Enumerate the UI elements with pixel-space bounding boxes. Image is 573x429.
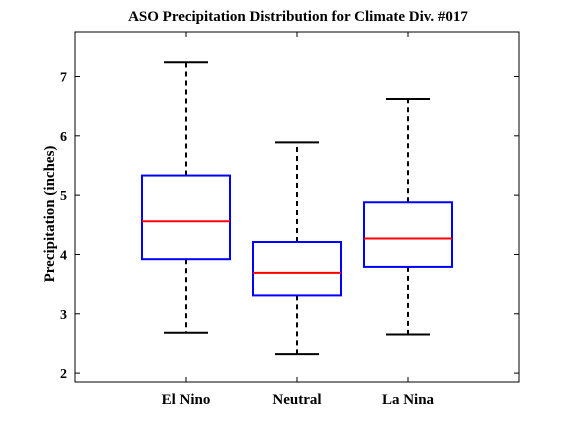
y-tick-label: 6 [60,130,67,145]
x-category-label: El Nino [162,392,211,408]
chart-title: ASO Precipitation Distribution for Clima… [128,9,468,25]
iqr-box [252,241,342,297]
x-category-label: Neutral [272,392,321,408]
y-tick-label: 3 [60,308,67,323]
plot-area: 2 3 4 5 6 7 El Nino Neutral La Nina [60,32,519,408]
y-tick-label: 4 [60,248,67,263]
x-category-label: La Nina [382,392,435,408]
y-tick-label: 7 [60,70,67,85]
y-axis-label: Precipitation (inches) [42,146,58,283]
iqr-box [363,201,453,268]
y-tick-label: 2 [60,367,67,382]
iqr-box [141,174,231,261]
y-tick-label: 5 [60,189,67,204]
axes-frame [74,31,520,383]
